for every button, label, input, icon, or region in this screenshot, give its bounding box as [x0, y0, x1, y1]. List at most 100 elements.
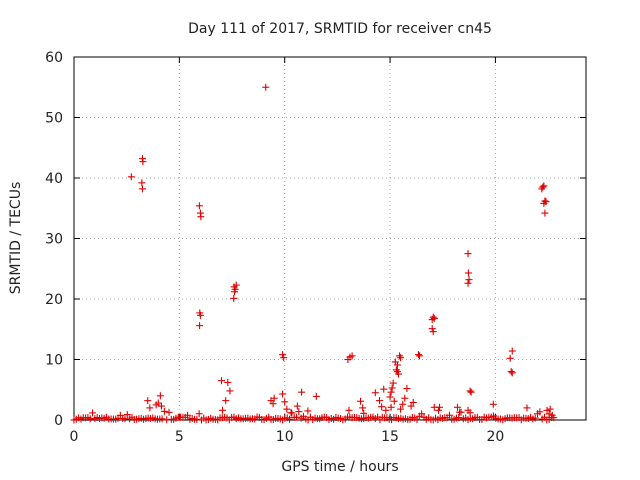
data-point [403, 385, 411, 393]
data-point [456, 408, 464, 416]
data-point [197, 213, 205, 221]
data-point [196, 311, 204, 319]
data-point [453, 403, 461, 411]
data-point [270, 394, 278, 402]
data-point [262, 83, 270, 91]
y-axis-label: SRMTID / TECUs [8, 182, 24, 295]
x-axis-label: GPS time / hours [281, 459, 398, 475]
data-point [507, 368, 515, 376]
data-point [508, 347, 516, 355]
data-point [435, 406, 443, 414]
data-point [348, 352, 356, 360]
data-point [430, 314, 438, 322]
data-point [224, 378, 232, 386]
data-point [464, 250, 472, 258]
data-point [465, 276, 473, 284]
data-point [464, 269, 472, 277]
data-point [360, 409, 368, 417]
data-point [359, 404, 367, 412]
y-tick-label: 20 [45, 292, 63, 308]
data-point [399, 400, 407, 408]
data-point [357, 397, 365, 405]
x-tick-label: 0 [70, 429, 79, 445]
baseline-point [445, 411, 453, 419]
data-point [279, 390, 287, 398]
data-point [429, 328, 437, 336]
data-point [280, 354, 288, 362]
data-point [396, 352, 404, 360]
data-point [279, 351, 287, 359]
baseline-point [195, 410, 203, 418]
x-tick-label: 10 [276, 429, 294, 445]
data-point [409, 398, 417, 406]
baseline-point [160, 407, 168, 415]
data-point [195, 202, 203, 210]
data-point [545, 410, 553, 418]
data-point [269, 400, 277, 408]
baseline-point [193, 415, 201, 423]
data-point [312, 392, 320, 400]
data-point [298, 388, 306, 396]
data-point [397, 354, 405, 362]
baseline-point [286, 415, 294, 423]
data-point [388, 384, 396, 392]
data-point [231, 288, 239, 296]
data-point [219, 406, 227, 414]
data-point [144, 397, 152, 405]
data-point [387, 403, 395, 411]
data-point [416, 352, 424, 360]
grid [74, 57, 586, 420]
chart-title: Day 111 of 2017, SRMTID for receiver cn4… [188, 21, 492, 37]
data-point [376, 397, 384, 405]
data-point [138, 179, 146, 187]
data-point [371, 389, 379, 397]
data-point [466, 409, 474, 417]
baseline-point [295, 408, 303, 416]
data-point [543, 406, 551, 414]
data-point [304, 407, 312, 415]
data-point [540, 182, 548, 190]
data-point [230, 294, 238, 302]
data-point [401, 394, 409, 402]
data-point [467, 388, 475, 396]
data-point [414, 351, 422, 359]
data-point [281, 398, 289, 406]
data-point [138, 185, 146, 193]
data-point [127, 173, 135, 181]
data-point [523, 404, 531, 412]
data-point [157, 402, 165, 410]
data-point [378, 403, 386, 411]
data-point [217, 377, 225, 385]
data-point [293, 402, 301, 410]
data-point [397, 405, 405, 413]
data-point [394, 370, 402, 378]
data-point [345, 406, 353, 414]
data-point [407, 402, 415, 410]
data-point [232, 281, 240, 289]
data-points [70, 83, 558, 424]
baseline-point [531, 414, 539, 422]
data-point [546, 405, 554, 413]
data-point [428, 325, 436, 333]
y-tick-label: 0 [54, 413, 63, 429]
data-point [154, 399, 162, 407]
baseline-point [158, 415, 166, 423]
data-point [393, 361, 401, 369]
x-tick-label: 15 [381, 429, 399, 445]
data-point [139, 158, 147, 166]
data-point [466, 387, 474, 395]
baseline-point [536, 408, 544, 416]
data-point [489, 400, 497, 408]
data-point [548, 411, 556, 419]
tick-labels: 0 5 10 15 20 0 10 20 30 40 50 60 [45, 50, 504, 445]
baseline-point [165, 408, 173, 416]
data-point [146, 404, 154, 412]
data-point [436, 403, 444, 411]
data-point [539, 183, 547, 191]
data-point [196, 322, 204, 330]
y-tick-label: 40 [45, 171, 63, 187]
data-point [429, 313, 437, 321]
data-point [156, 392, 164, 400]
data-point [541, 209, 549, 217]
